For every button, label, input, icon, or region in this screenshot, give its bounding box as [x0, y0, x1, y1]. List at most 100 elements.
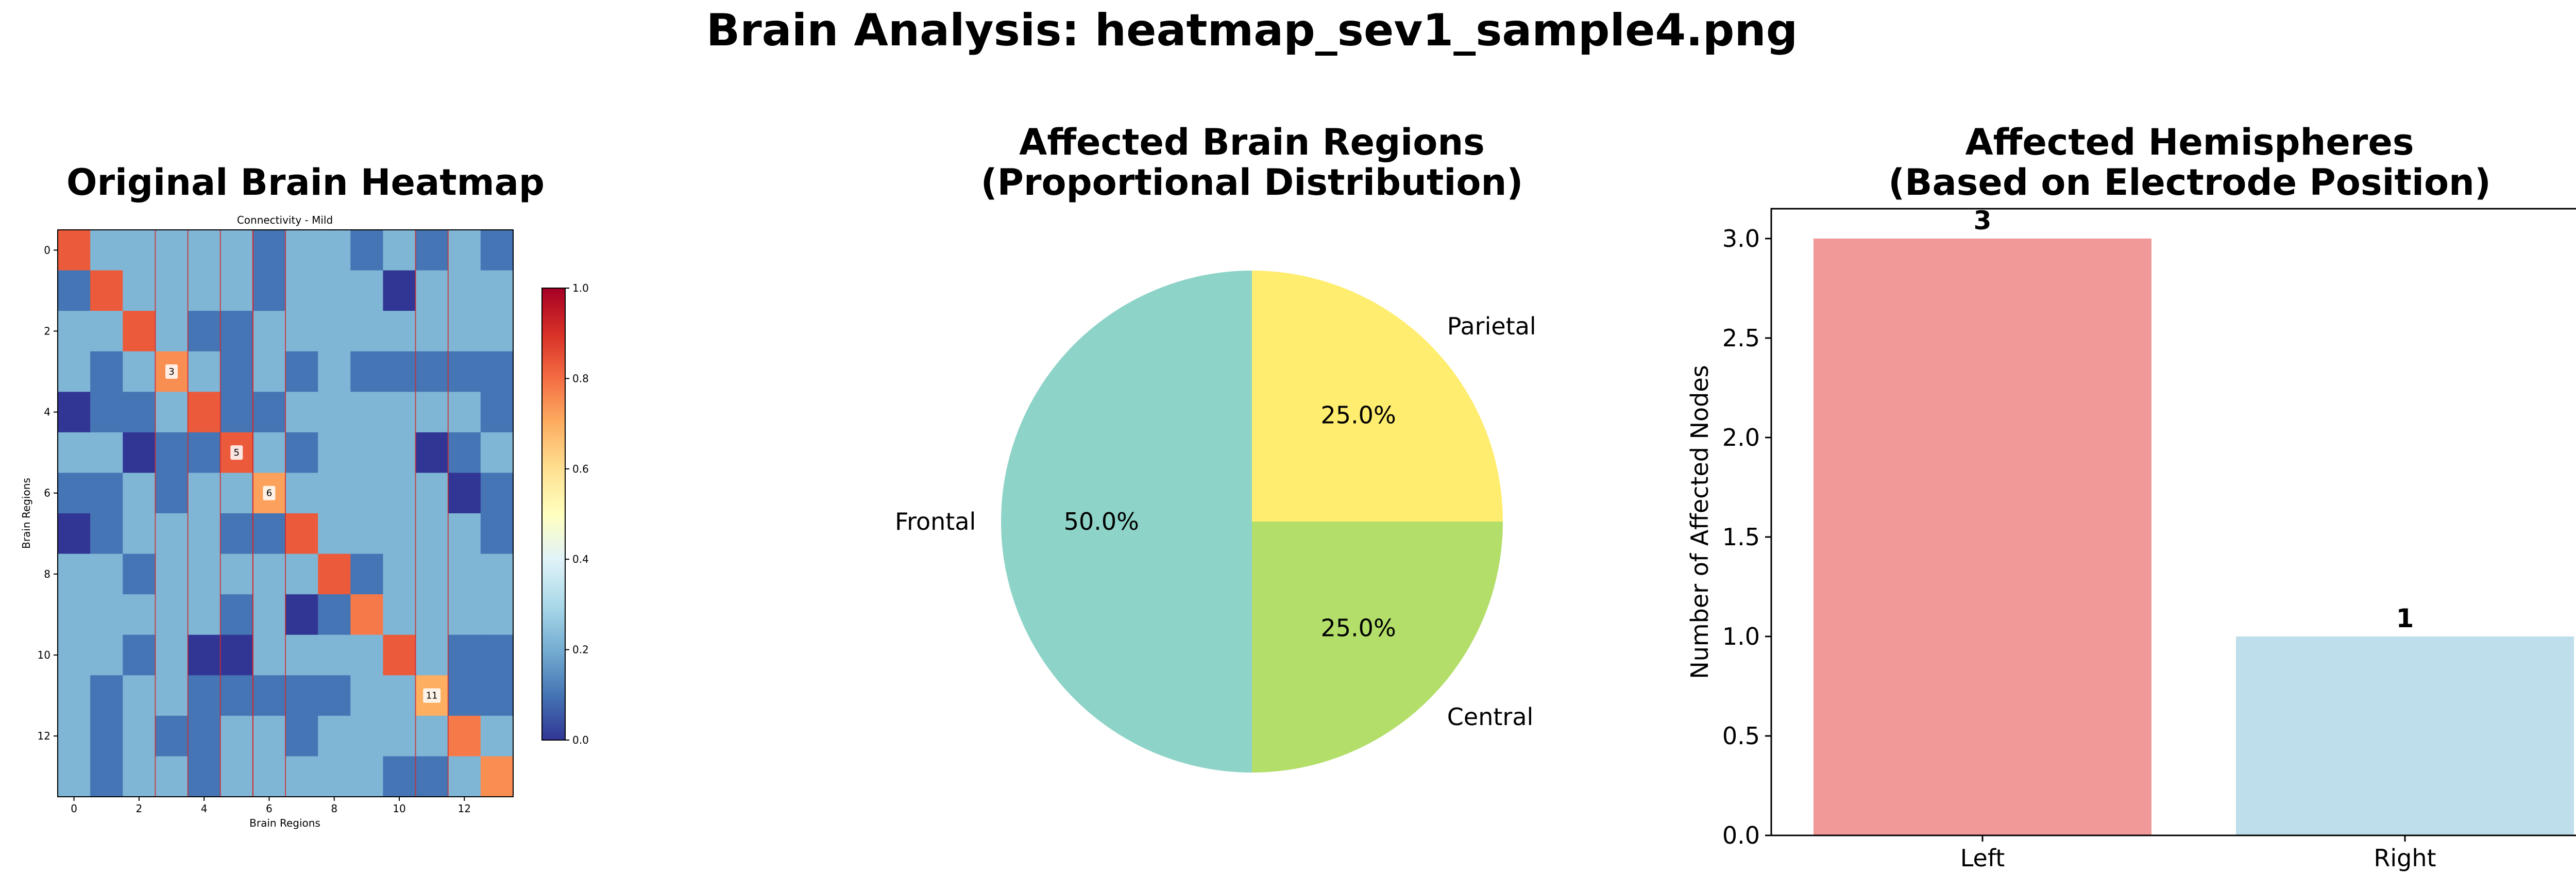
heatmap-cell [415, 473, 449, 514]
heatmap-cell [285, 473, 318, 514]
heatmap-cell [58, 392, 91, 433]
heatmap-cell [480, 756, 514, 797]
heatmap-cells [58, 230, 514, 797]
heatmap-cell [318, 675, 351, 716]
heatmap-cell [350, 715, 384, 757]
heatmap-cell [285, 634, 318, 676]
heatmap-cell [188, 594, 221, 635]
heatmap-cell [58, 634, 91, 676]
heatmap-y-ticks: 0 2 4 6 8 10 12 [38, 244, 58, 742]
heatmap-cell [350, 634, 384, 676]
heatmap-cell [188, 675, 221, 716]
heatmap-cell [188, 715, 221, 757]
heatmap-cell [448, 392, 481, 433]
heatmap-cell [220, 553, 253, 595]
heatmap-cell [350, 473, 384, 514]
heatmap-cell [448, 230, 481, 271]
heatmap-cell [448, 634, 481, 676]
colorbar-tick-label: 0.4 [572, 553, 589, 565]
heatmap-cell [350, 432, 384, 474]
heatmap-cell [448, 513, 481, 555]
heatmap-cell [285, 513, 318, 555]
heatmap-y-label: Brain Regions [20, 478, 32, 549]
heatmap-cell [350, 594, 384, 635]
bar-marks: 31 [1814, 206, 2574, 835]
heatmap-cell [448, 311, 481, 352]
heatmap-cell [252, 715, 286, 757]
heatmap-cell [415, 432, 449, 474]
heatmap-cell [350, 311, 384, 352]
heatmap-cell [285, 756, 318, 797]
heatmap-cell [383, 553, 416, 595]
heatmap-cell [188, 351, 221, 392]
heatmap-cell [90, 675, 123, 716]
heatmap-y-tick-label: 8 [44, 568, 50, 580]
heatmap-cell [252, 675, 286, 716]
bar-title-line1: Affected Hemispheres [1965, 121, 2414, 163]
heatmap-cell [383, 270, 416, 311]
heatmap-cell [58, 351, 91, 392]
colorbar-tick-label: 0.0 [572, 734, 589, 746]
pie-slice-label: Central [1447, 703, 1534, 731]
heatmap-cell [448, 756, 481, 797]
heatmap-cell [448, 473, 481, 514]
pie-panel: Affected Brain Regions (Proportional Dis… [895, 121, 1536, 773]
heatmap-cell [220, 270, 253, 311]
heatmap-cell [252, 351, 286, 392]
heatmap-cell [155, 553, 189, 595]
heatmap-colorbar-ticks: 0.0 0.2 0.4 0.6 0.8 1.0 [565, 282, 589, 746]
pie-slice [1252, 522, 1503, 773]
heatmap-cell [318, 715, 351, 757]
heatmap-cell [350, 675, 384, 716]
heatmap-cell [155, 432, 189, 474]
heatmap-cell [220, 513, 253, 555]
heatmap-annotation-label: 6 [266, 488, 272, 499]
heatmap-cell [220, 675, 253, 716]
heatmap-cell [318, 594, 351, 635]
pie-percent-label: 50.0% [1064, 508, 1139, 535]
heatmap-cell [415, 351, 449, 392]
heatmap-x-tick-label: 0 [71, 802, 77, 815]
heatmap-cell [448, 432, 481, 474]
heatmap-cell [90, 756, 123, 797]
colorbar-tick-label: 0.2 [572, 644, 589, 656]
heatmap-cell [480, 553, 514, 595]
heatmap-cell [58, 513, 91, 555]
heatmap-cell [123, 594, 156, 635]
heatmap-cell [58, 594, 91, 635]
heatmap-annotation-label: 5 [234, 447, 240, 458]
heatmap-cell [318, 756, 351, 797]
heatmap-cell [90, 351, 123, 392]
heatmap-cell [155, 675, 189, 716]
heatmap-cell [480, 270, 514, 311]
heatmap-x-tick-label: 10 [393, 802, 405, 815]
heatmap-cell [285, 351, 318, 392]
heatmap-cell [188, 553, 221, 595]
heatmap-y-tick-label: 12 [38, 730, 50, 742]
heatmap-x-label: Brain Regions [249, 817, 320, 829]
bar-y-ticks: 0.0 0.5 1.0 1.5 2.0 2.5 3.0 [1722, 225, 1771, 849]
heatmap-y-tick-label: 10 [38, 649, 50, 661]
heatmap-cell [155, 270, 189, 311]
heatmap-cell [318, 270, 351, 311]
heatmap-cell [220, 715, 253, 757]
heatmap-cell [383, 230, 416, 271]
heatmap-cell [252, 230, 286, 271]
heatmap-cell [188, 513, 221, 555]
heatmap-annotation-box [423, 688, 441, 703]
heatmap-cell [415, 634, 449, 676]
heatmap-cell [252, 311, 286, 352]
heatmap-cell [350, 553, 384, 595]
heatmap-cell [123, 675, 156, 716]
heatmap-cell [383, 634, 416, 676]
heatmap-cell [123, 553, 156, 595]
heatmap-highlight-lines [155, 230, 449, 797]
heatmap-cell [350, 392, 384, 433]
heatmap-cell [123, 392, 156, 433]
heatmap-panel: Original Brain Heatmap Connectivity - Mi… [20, 161, 589, 829]
heatmap-cell [90, 513, 123, 555]
bar-y-tick-label: 0.0 [1722, 821, 1760, 849]
heatmap-cell [58, 270, 91, 311]
bar-y-tick-label: 1.5 [1722, 523, 1760, 551]
heatmap-cell [480, 230, 514, 271]
